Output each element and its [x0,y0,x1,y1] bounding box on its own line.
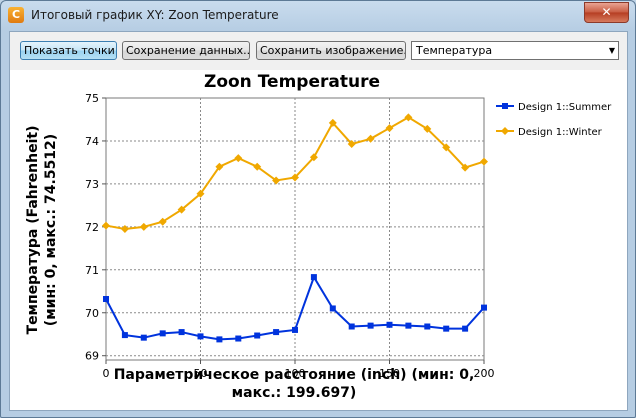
close-button[interactable]: ✕ [584,2,629,23]
data-point [328,118,337,127]
variable-select[interactable]: Температура ▼ [411,41,619,60]
data-point [121,332,128,339]
data-point [158,217,167,226]
data-point [120,225,129,233]
series-1 [103,274,487,343]
grid-lines [106,98,484,360]
y-tick-label: 70 [85,307,99,320]
data-point [386,321,393,328]
data-point [292,326,298,333]
data-point [215,162,224,171]
x-axis-label-line2: макс.: 199.697) [232,385,357,401]
x-axis-label-line1: Параметрическое расстояние (inch) (мин: … [114,367,475,383]
x-tick-label: 100 [285,367,306,380]
y-tick-label: 74 [85,135,99,148]
y-tick-label: 71 [85,264,99,277]
data-point [366,134,375,143]
data-point [103,296,109,303]
y-tick-label: 75 [85,92,99,105]
data-point [424,323,431,330]
legend-entry-2: Design 1::Winter [496,127,603,138]
save-data-button[interactable]: Сохранение данных... [122,41,250,60]
toolbar: Показать точки Сохранение данных... Сохр… [10,32,627,68]
data-point [159,330,166,337]
y-tick-label: 72 [85,221,99,234]
data-point [309,153,318,162]
show-points-button[interactable]: Показать точки [20,41,117,60]
data-point [234,154,243,163]
series-2 [102,113,488,233]
data-point [310,274,317,281]
x-tick-label: 150 [379,367,400,380]
data-point [235,335,242,342]
data-point [216,336,223,343]
data-point [442,143,451,152]
series-layer [102,113,488,343]
data-point [253,162,262,171]
data-point [404,113,413,122]
data-point [385,124,394,133]
x-tick-label: 50 [194,367,208,380]
x-tick-label: 0 [103,367,110,380]
data-point [367,322,374,329]
y-tick-label: 69 [85,350,99,363]
legend-marker [502,103,508,109]
legend-label: Design 1::Winter [518,127,603,138]
window-title: Итоговый график XY: Zoon Temperature [31,8,279,22]
data-point [272,176,281,185]
y-axis-label-line1: Температура (Fahrenheit) [25,126,41,335]
plot-area: Zoon Temperature 0 50 100 150 200 69 70 71 72 73 7… [10,70,627,410]
data-point [347,139,356,148]
chevron-down-icon: ▼ [608,46,615,55]
data-point [480,157,488,166]
data-point [178,329,185,336]
xy-chart: Zoon Temperature 0 50 100 150 200 69 70 71 72 73 7… [25,72,612,401]
x-tick-label: 200 [474,367,495,380]
variable-select-value: Температура [416,44,493,57]
data-point [443,325,450,332]
legend-label: Design 1::Summer [518,102,612,113]
data-point [348,323,355,330]
data-point [254,332,261,339]
y-tick-label: 73 [85,178,99,191]
data-point [197,333,204,340]
data-point [139,222,148,231]
plot-frame [105,97,485,361]
data-point [481,304,487,311]
data-point [405,322,412,329]
save-image-button[interactable]: Сохранить изображение... [256,41,406,60]
data-point [329,305,336,312]
data-point [196,189,205,198]
data-point [102,221,110,230]
data-point [291,173,299,182]
legend-marker [501,127,509,135]
data-point [273,329,280,336]
app-logo-icon: C [8,7,24,23]
data-point [177,205,186,214]
legend-entry-1: Design 1::Summer [496,102,612,113]
title-bar[interactable]: C Итоговый график XY: Zoon Temperature ✕ [1,1,635,31]
data-point [462,325,469,332]
data-point [423,124,432,133]
data-point [140,334,147,341]
y-axis-label-line2: (мин: 0, макс.: 74.5512) [43,134,59,326]
dialog-body: Показать точки Сохранение данных... Сохр… [9,31,628,411]
data-point [461,163,470,172]
chart-title: Zoon Temperature [204,72,380,92]
